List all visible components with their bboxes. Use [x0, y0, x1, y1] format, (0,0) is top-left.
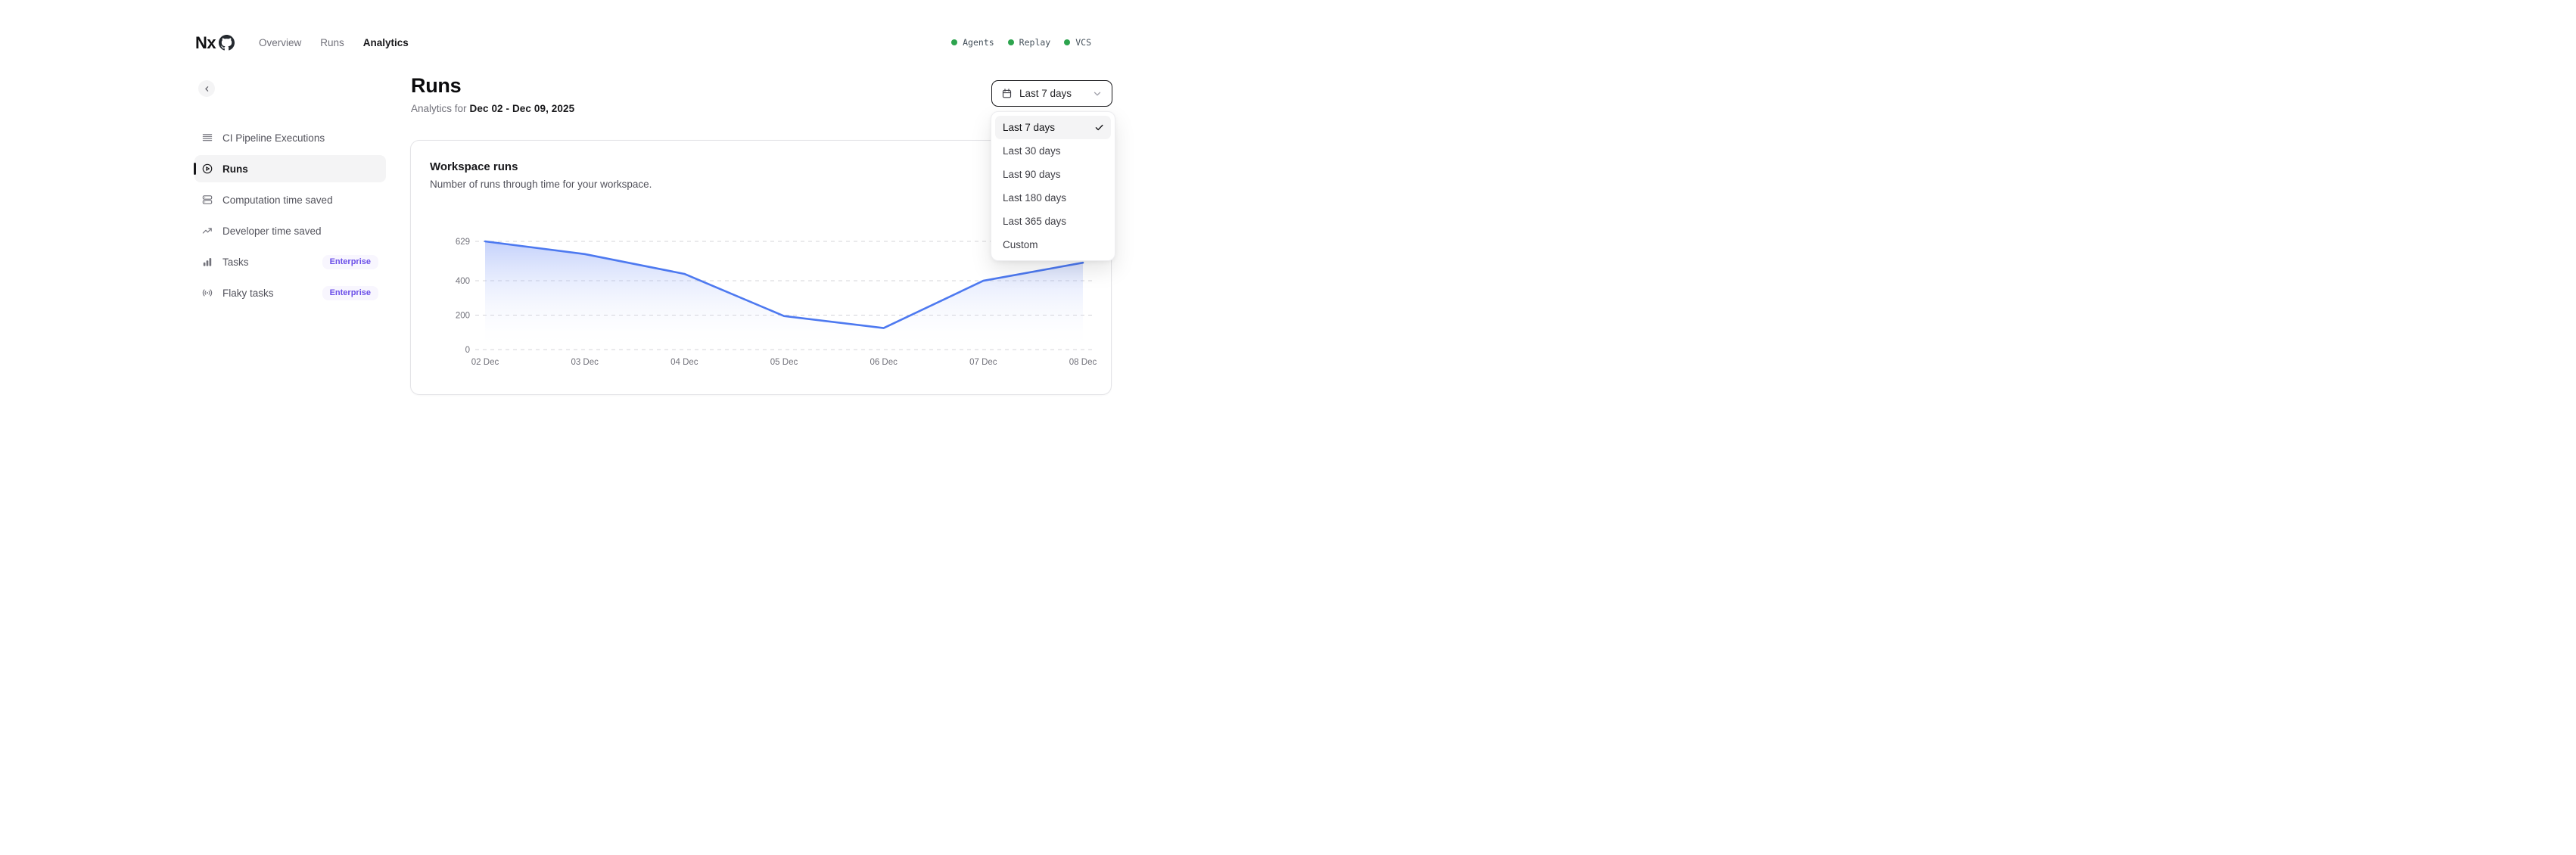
- y-axis-tick-label: 200: [456, 312, 470, 321]
- sidebar-nav: CI Pipeline Executions Runs Computation ti…: [194, 124, 386, 310]
- sidebar-item-ci-pipeline-executions[interactable]: CI Pipeline Executions: [194, 124, 386, 151]
- x-axis-tick-label: 07 Dec: [969, 358, 997, 367]
- menu-option-last-90-days[interactable]: Last 90 days: [995, 163, 1111, 186]
- x-axis-tick-label: 08 Dec: [1069, 358, 1097, 367]
- menu-option-last-365-days[interactable]: Last 365 days: [995, 210, 1111, 233]
- nx-logo[interactable]: Nx: [195, 33, 216, 52]
- status-item-vcs[interactable]: VCS: [1064, 37, 1091, 48]
- sidebar-item-label: Runs: [222, 163, 248, 175]
- subtitle-prefix: Analytics for: [411, 103, 467, 114]
- status-item-agents[interactable]: Agents: [951, 37, 994, 48]
- nav-status-indicators: Agents Replay VCS: [951, 37, 1091, 48]
- menu-option-last-30-days[interactable]: Last 30 days: [995, 139, 1111, 163]
- sidebar-item-runs[interactable]: Runs: [194, 155, 386, 182]
- sidebar-item-label: Computation time saved: [222, 194, 333, 206]
- menu-option-label: Last 7 days: [1003, 122, 1056, 133]
- enterprise-badge: Enterprise: [322, 285, 378, 300]
- status-label: Agents: [963, 37, 994, 48]
- y-axis-tick-label: 400: [456, 277, 470, 286]
- sidebar-item-label: Developer time saved: [222, 225, 322, 237]
- calendar-icon: [1002, 89, 1012, 98]
- menu-option-label: Last 90 days: [1003, 169, 1061, 180]
- x-axis-tick-label: 04 Dec: [670, 358, 698, 367]
- bar-chart-icon: [203, 258, 212, 266]
- status-dot-icon: [1064, 39, 1071, 45]
- play-circle-icon: [202, 163, 213, 174]
- menu-option-last-180-days[interactable]: Last 180 days: [995, 186, 1111, 210]
- chevron-down-icon: [1094, 92, 1101, 95]
- menu-option-custom[interactable]: Custom: [995, 233, 1111, 256]
- menu-option-label: Custom: [1003, 239, 1038, 250]
- server-icon: [202, 195, 213, 204]
- sidebar-item-developer-time-saved[interactable]: Developer time saved: [194, 217, 386, 244]
- nav-links: Overview Runs Analytics: [259, 36, 409, 51]
- github-icon[interactable]: [219, 35, 235, 51]
- nav-link-overview[interactable]: Overview: [259, 37, 302, 48]
- top-navbar: Nx Overview Runs Analytics Agents Replay VCS: [0, 0, 1288, 68]
- signal-icon: [202, 289, 213, 297]
- y-axis-tick-label: 629: [456, 238, 470, 247]
- status-label: Replay: [1019, 37, 1051, 48]
- date-range-dropdown-button[interactable]: Last 7 days: [991, 80, 1112, 107]
- y-axis-tick-label: 0: [465, 346, 470, 355]
- check-icon: [1095, 124, 1103, 131]
- trend-up-icon: [202, 228, 212, 234]
- menu-option-label: Last 30 days: [1003, 145, 1061, 157]
- menu-option-label: Last 365 days: [1003, 216, 1067, 227]
- date-range-selected-label: Last 7 days: [1019, 88, 1072, 99]
- x-axis-tick-label: 03 Dec: [571, 358, 599, 367]
- sidebar-item-label: Tasks: [222, 256, 249, 268]
- sidebar-collapse-button[interactable]: [198, 80, 215, 97]
- status-dot-icon: [951, 39, 958, 45]
- sidebar-item-flaky-tasks[interactable]: Flaky tasks Enterprise: [194, 279, 386, 306]
- card-description: Number of runs through time for your wor…: [430, 179, 652, 190]
- chart-line: [484, 240, 1084, 329]
- menu-option-label: Last 180 days: [1003, 192, 1067, 204]
- sidebar-item-label: Flaky tasks: [222, 287, 274, 299]
- active-indicator-bar: [194, 163, 196, 175]
- x-axis-tick-label: 06 Dec: [870, 358, 898, 367]
- x-axis-tick-label: 02 Dec: [471, 358, 499, 367]
- nav-link-runs[interactable]: Runs: [320, 37, 344, 48]
- enterprise-badge: Enterprise: [322, 254, 378, 269]
- date-range-dropdown-menu: Last 7 days Last 30 days Last 90 days Last …: [991, 111, 1115, 261]
- status-item-replay[interactable]: Replay: [1007, 37, 1051, 48]
- card-title: Workspace runs: [430, 160, 518, 173]
- x-axis-tick-label: 05 Dec: [770, 358, 798, 367]
- sidebar-item-label: CI Pipeline Executions: [222, 132, 325, 144]
- menu-option-last-7-days[interactable]: Last 7 days: [995, 116, 1111, 139]
- status-dot-icon: [1007, 39, 1014, 45]
- rows-icon: [202, 134, 213, 141]
- status-label: VCS: [1075, 37, 1091, 48]
- page-title: Runs: [411, 74, 462, 97]
- date-range-text: Dec 02 - Dec 09, 2025: [469, 103, 575, 114]
- sidebar-item-computation-time-saved[interactable]: Computation time saved: [194, 186, 386, 213]
- page-subtitle: Analytics for Dec 02 - Dec 09, 2025: [411, 103, 574, 114]
- sidebar-item-tasks[interactable]: Tasks Enterprise: [194, 248, 386, 275]
- chevron-left-icon: [204, 86, 208, 92]
- chart-area-fill: [485, 241, 1083, 350]
- nav-link-analytics[interactable]: Analytics: [362, 37, 409, 48]
